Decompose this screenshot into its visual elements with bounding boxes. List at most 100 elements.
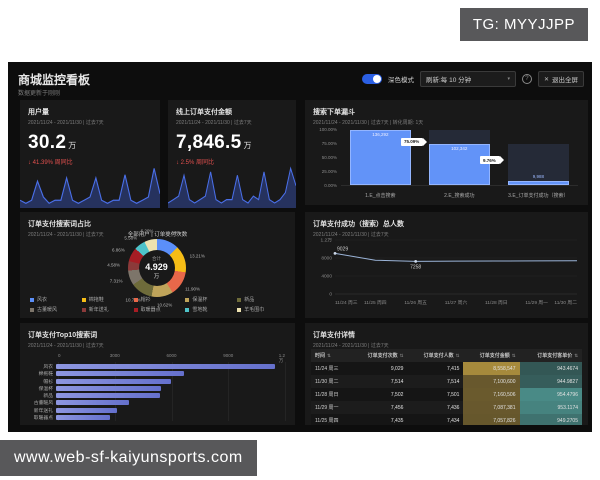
column-header-label: 时间 [315, 353, 326, 359]
legend-label: 羊毛围巾 [244, 307, 265, 313]
donut-center-value: 4.929 [145, 262, 168, 272]
funnel-stage-label: 2.E_搜索成功 [444, 193, 475, 199]
table-row: 11/28 周日 7,502 7,501 7,160,506 954.4796 [311, 388, 582, 401]
funnel-y-axis: 100.00% 75.00% 50.00% 25.00% 0.00% [309, 126, 339, 188]
bar-gridlines [58, 362, 286, 421]
table-cell: 11/29 周一 [311, 401, 352, 414]
table-cell: 7,435 [351, 414, 408, 425]
funnel-column: 102,342 [428, 130, 491, 185]
legend-item[interactable]: 雪地靴 [185, 306, 237, 313]
sort-icon: ⇅ [574, 353, 578, 358]
bar-category-label: 新品 [43, 394, 53, 400]
legend-item[interactable]: 棉拖鞋 [81, 296, 134, 303]
help-icon[interactable]: ? [521, 74, 532, 84]
kpi-value: 30.2 [28, 132, 67, 153]
kpi-change: ↓ 41.39% 周同比 [28, 160, 73, 166]
funnel-backdrop [507, 143, 570, 185]
funnel-bar-value: 9,988 [532, 174, 544, 179]
column-header[interactable]: 订单支付客单价 ⇅ [519, 349, 582, 362]
bar-row: 保温杯 [28, 385, 285, 392]
site-url-badge: www.web-sf-kaiyunsports.com [0, 440, 257, 476]
legend-label: 雪地靴 [192, 307, 208, 313]
panel-title: 订单支付成功（搜索）总人数 [313, 221, 404, 228]
update-status: 数据更新于刚刚 [18, 91, 61, 97]
kpi-sparkline [168, 166, 296, 208]
panel-period: 2021/11/24 - 2021/11/30 | 过去7天 [313, 232, 389, 238]
bar-row: 新年送礼 [28, 407, 285, 414]
table-cell: 11/24 周三 [311, 362, 352, 375]
sparkline-area [20, 168, 160, 208]
panel-period: 2021/11/24 - 2021/11/30 | 过去7天 [313, 343, 389, 349]
column-header[interactable]: 订单支付人数 ⇅ [407, 349, 464, 362]
sort-icon: ⇅ [455, 353, 460, 358]
legend-item[interactable]: 古董暖风 [30, 306, 82, 313]
bar-category-label: 取暖器点 [33, 415, 53, 421]
legend-item[interactable]: 取暖器点 [133, 306, 186, 313]
axis-tick-label: 11/24 周三 [335, 300, 358, 306]
table-cell: 7,415 [407, 362, 464, 375]
panel-title: 订单支付详情 [313, 332, 355, 339]
legend-item[interactable]: 保温杯 [185, 296, 237, 303]
gridline [58, 362, 59, 421]
axis-tick-label: 11/29 周一 [525, 300, 548, 306]
funnel-stage-label: 1.E_点击搜索 [365, 193, 396, 199]
dark-mode-toggle[interactable] [361, 74, 382, 84]
table-row: 11/25 周四 7,435 7,434 7,057,826 949.2705 [311, 414, 582, 425]
legend-item[interactable]: 新年送礼 [81, 306, 134, 313]
axis-tick-label: 0.00% [324, 183, 337, 188]
gridline [228, 362, 230, 421]
funnel-bar-value: 136,292 [372, 132, 389, 137]
bar-track [56, 407, 285, 413]
axis-tick-label: 3000 [109, 353, 120, 358]
legend-swatch [30, 307, 34, 312]
table-cell: 949.2705 [519, 414, 582, 425]
column-header[interactable]: 订单支付次数 ⇅ [351, 349, 408, 362]
bar [56, 364, 276, 369]
axis-tick-label: 0 [58, 353, 61, 358]
panel-title: 订单支付搜索词占比 [28, 221, 91, 228]
table-cell: 7,160,506 [463, 388, 520, 401]
legend-label: 风衣 [37, 297, 48, 303]
table-cell: 7,514 [407, 375, 464, 388]
legend-label: 新年送礼 [88, 307, 109, 313]
legend-swatch [81, 307, 86, 312]
legend-item[interactable]: 风衣 [30, 296, 82, 303]
legend-item[interactable]: 羊毛围巾 [237, 306, 289, 313]
column-header[interactable]: 时间 ⇅ [311, 349, 352, 362]
bar [56, 414, 111, 420]
legend-label: 古董暖风 [37, 307, 58, 313]
axis-tick-label: 11/28 周日 [485, 300, 508, 306]
table-cell: 7,436 [407, 401, 464, 414]
axis-tick-label: 8000 [321, 256, 332, 262]
gridline [171, 362, 173, 421]
legend-label: 新品 [244, 297, 255, 303]
table-row: 11/24 周三 9,029 7,415 8,558,547 943.4674 [311, 362, 582, 375]
table-cell: 8,558,547 [463, 362, 520, 375]
bar-chart: 0 3000 6000 9000 1.2万 风衣 棉拖鞋 帽衫 保温杯 新品 古董暖风 新年送礼 取暖… [28, 353, 286, 421]
data-point-label: 7258 [410, 264, 421, 270]
kpi-value: 7,846.5 [176, 132, 242, 153]
refresh-select[interactable]: 刷新:每 10 分钟 ▾ [419, 71, 516, 87]
table-cell: 7,501 [407, 388, 464, 401]
bar-category-label: 保温杯 [38, 386, 53, 392]
legend-item[interactable]: 帽衫 [133, 296, 186, 303]
chevron-down-icon: ▾ [507, 76, 510, 82]
legend-swatch [133, 307, 138, 312]
bar-category-label: 棉拖鞋 [38, 372, 53, 378]
table-cell: 954.4796 [519, 388, 582, 401]
bar-row: 帽衫 [28, 378, 285, 385]
column-header[interactable]: 订单支付金额 ⇅ [463, 349, 520, 362]
bar-track [56, 364, 285, 369]
data-point [333, 251, 337, 255]
axis-tick-label: 11/27 周六 [445, 299, 468, 306]
legend-item[interactable]: 新品 [237, 296, 289, 303]
table-cell: 7,502 [351, 388, 408, 401]
column-header-label: 订单支付客单价 [537, 353, 573, 359]
axis-tick-label: 6000 [166, 353, 177, 358]
refresh-select-value: 刷新:每 10 分钟 [425, 77, 472, 84]
data-table: 时间 ⇅ 订单支付次数 ⇅ 订单支付人数 ⇅ 订单支付金额 ⇅ 订单支付客单价 ⇅ 11/24 周… [311, 349, 582, 425]
table-panel: 订单支付详情 2021/11/24 - 2021/11/30 | 过去7天 时间… [305, 323, 588, 425]
axis-tick-label: 50.00% [321, 155, 337, 160]
exit-fullscreen-button[interactable]: ✕ 退出全屏 [537, 71, 584, 87]
